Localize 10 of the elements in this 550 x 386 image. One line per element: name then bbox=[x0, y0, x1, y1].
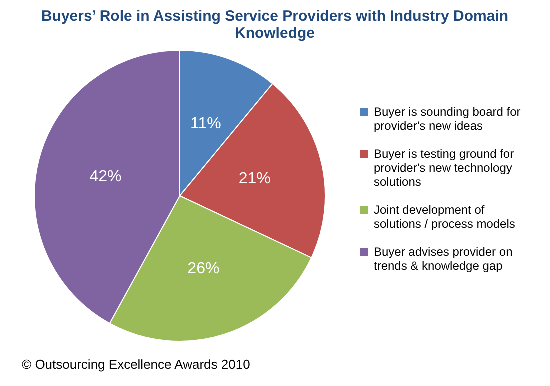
legend-label: Buyer is testing ground for provider's new technology solutions bbox=[374, 147, 516, 189]
text: © Outsourcing Excellence Awards 2010 bbox=[22, 357, 250, 372]
data-label: 21% bbox=[238, 170, 271, 188]
data-label: 42% bbox=[90, 168, 122, 186]
data-label: 26% bbox=[188, 260, 220, 278]
legend-label: Joint development of solutions / process models bbox=[374, 203, 516, 231]
chart-title: Buyers’ Role in Assisting Service Providers with Industry Domain Knowledge bbox=[40, 7, 510, 42]
legend-label: Buyer is sounding board for provider's new ideas bbox=[374, 105, 522, 133]
data-label: 11% bbox=[190, 115, 222, 132]
legend-label: Buyer advises provider on trends & knowledge gap bbox=[374, 245, 514, 273]
